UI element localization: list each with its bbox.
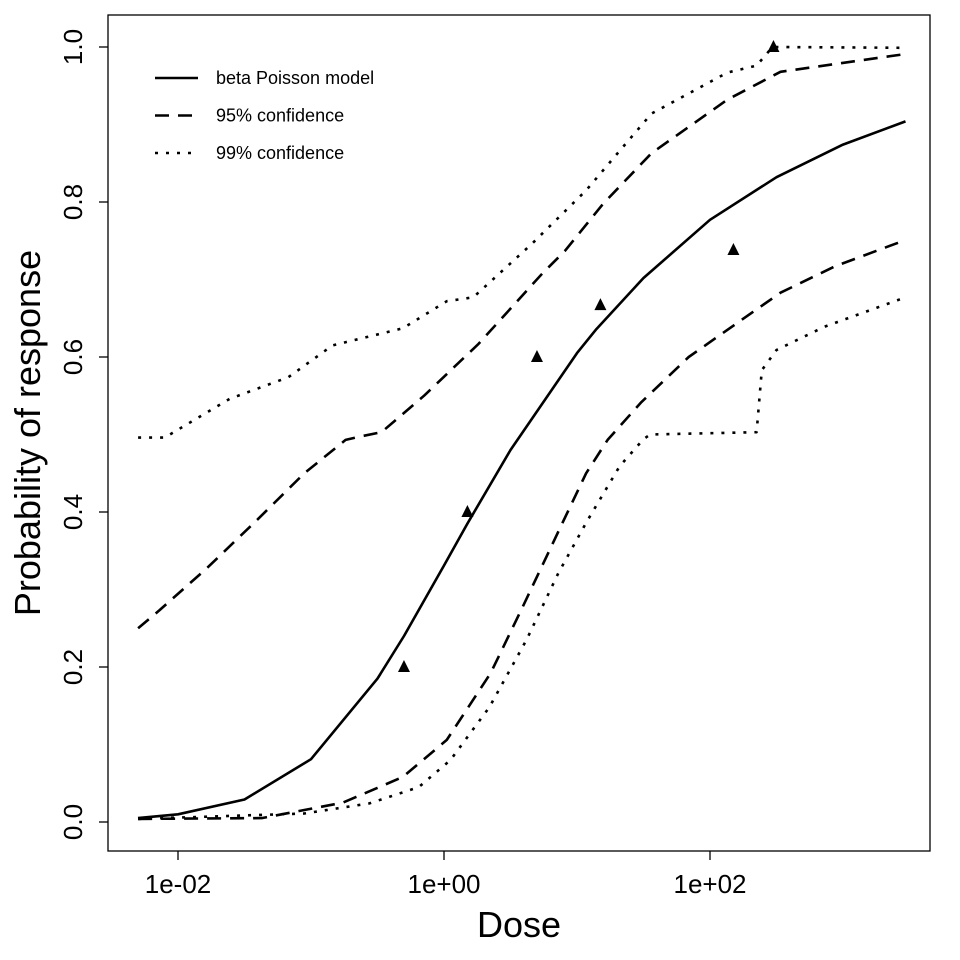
observed-data-point <box>530 350 543 362</box>
dashed-upper-confidence-line <box>137 52 906 630</box>
y-tick-label: 0.2 <box>58 649 88 685</box>
x-tick-label: 1e+02 <box>673 869 746 899</box>
legend: beta Poisson model 95% confidence 99% conf… <box>155 68 374 163</box>
x-tick-label: 1e-02 <box>145 869 212 899</box>
legend-label: beta Poisson model <box>216 68 374 88</box>
observed-data-point <box>594 298 607 311</box>
y-tick-label: 0.4 <box>58 494 88 530</box>
x-axis-label: Dose <box>477 904 561 945</box>
y-axis-label: Probability of response <box>7 250 48 616</box>
observed-data-point <box>461 505 474 517</box>
observed-data-point <box>767 40 780 52</box>
model-curve <box>137 120 906 820</box>
legend-label: 95% confidence <box>216 106 344 126</box>
y-tick-label: 0.6 <box>58 339 88 375</box>
y-tick-label: 1.0 <box>58 29 88 65</box>
legend-label: 99% confidence <box>216 143 344 163</box>
dashed-lower-confidence-line <box>138 238 906 821</box>
observed-data-point <box>727 243 740 256</box>
x-tick-label: 1e+00 <box>407 869 480 899</box>
y-tick-label: 0.8 <box>58 184 88 220</box>
dotted-upper-confidence-line <box>138 45 906 439</box>
dotted-lower-confidence-line <box>138 296 906 821</box>
y-tick-label: 0.0 <box>58 804 88 840</box>
observed-data-point <box>397 660 410 672</box>
